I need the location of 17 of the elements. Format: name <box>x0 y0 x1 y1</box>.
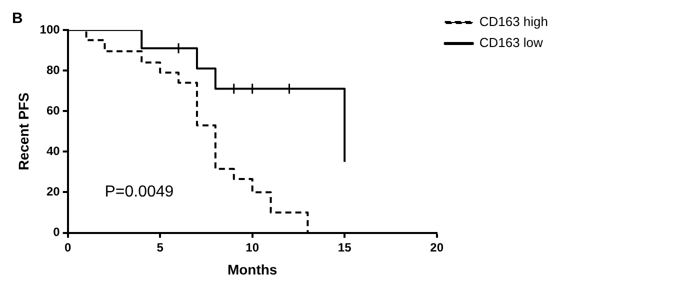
y-tick-label: 20 <box>46 184 60 199</box>
x-tick-label: 15 <box>338 240 352 254</box>
legend-label: CD163 high <box>479 14 548 30</box>
x-tick-label: 10 <box>246 240 260 254</box>
y-tick-label: 60 <box>46 103 60 118</box>
x-tick-label: 5 <box>156 240 164 254</box>
y-tick-label: 40 <box>46 144 60 158</box>
legend-label: CD163 low <box>479 35 544 50</box>
x-tick-label: 0 <box>64 240 72 254</box>
y-tick-label: 80 <box>46 62 60 77</box>
annotation: P=0.0049 <box>104 184 174 201</box>
y-tick-label: 0 <box>53 225 60 240</box>
y-tick-label: 100 <box>40 22 60 36</box>
x-tick-label: 20 <box>430 240 444 254</box>
y-axis-title: Recent PFS <box>15 92 32 170</box>
x-axis-title: Months <box>227 261 278 278</box>
chart-title: B <box>12 10 23 28</box>
